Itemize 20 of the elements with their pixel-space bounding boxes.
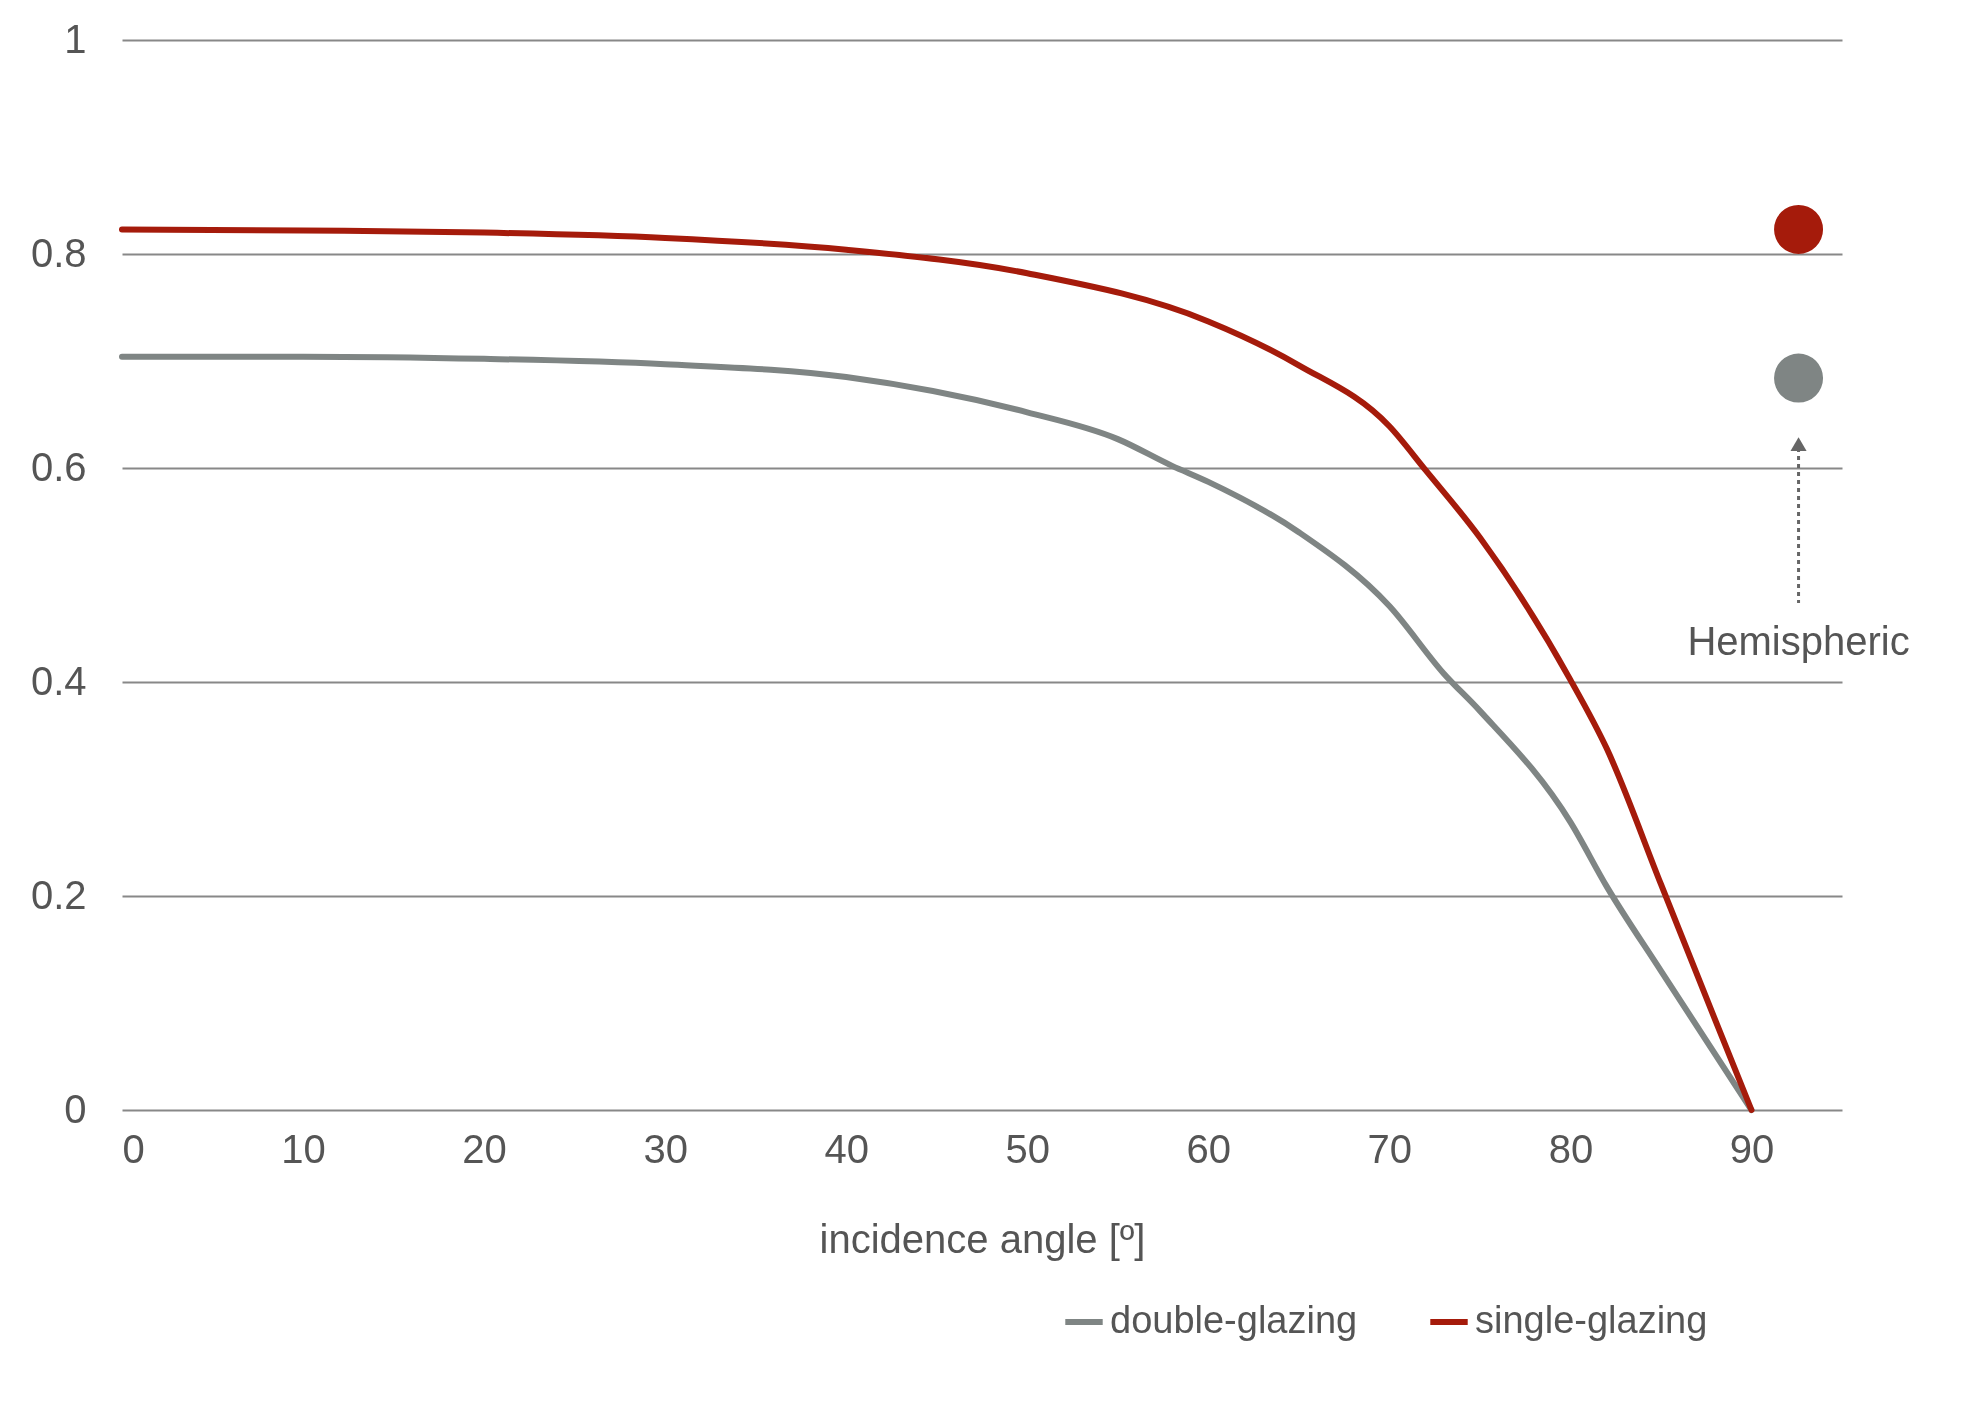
- x-tick-label: 20: [462, 1126, 507, 1171]
- x-tick-label: 80: [1548, 1126, 1594, 1171]
- y-tick-label: 0.6: [30, 444, 87, 489]
- x-tick-label: 30: [643, 1126, 688, 1171]
- x-tick-label: 70: [1367, 1126, 1413, 1171]
- x-tick-label: 50: [1005, 1126, 1051, 1171]
- y-tick-label: 1: [64, 16, 87, 61]
- legend-label: double-glazing: [1110, 1299, 1358, 1341]
- x-tick-label: 0: [122, 1126, 145, 1171]
- x-axis-title: incidence angle [º]: [819, 1216, 1146, 1261]
- y-tick-label: 0: [64, 1086, 87, 1131]
- legend-label: single-glazing: [1475, 1299, 1708, 1341]
- x-tick-label: 60: [1186, 1126, 1232, 1171]
- x-tick-label: 40: [824, 1126, 869, 1171]
- y-tick-label: 0.4: [30, 658, 87, 703]
- x-tick-label: 10: [281, 1126, 326, 1171]
- annotation: Hemispheric: [1687, 619, 1910, 664]
- y-tick-label: 0.8: [30, 230, 87, 275]
- y-tick-label: 0.2: [30, 872, 87, 917]
- x-tick-label: 90: [1729, 1126, 1775, 1171]
